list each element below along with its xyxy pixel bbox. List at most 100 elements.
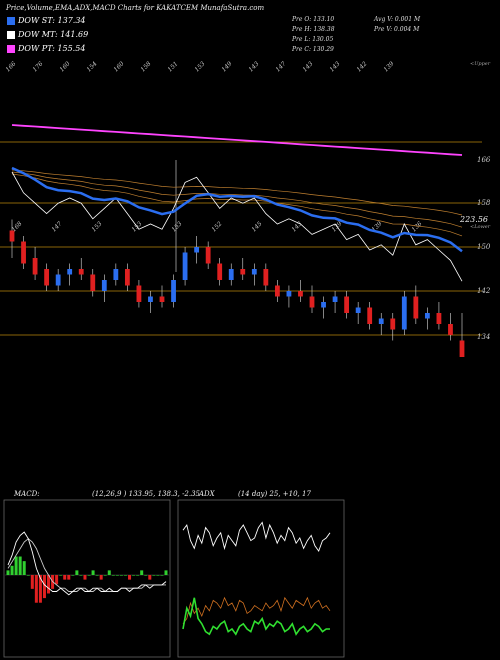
mid-number-label: 153 (170, 220, 183, 233)
top-number-label: 149 (220, 60, 233, 73)
candle-body (124, 269, 130, 286)
macd-histogram-bar (115, 575, 119, 576)
candle-body (355, 307, 361, 313)
candle-body (298, 291, 303, 297)
macd-histogram-bar (144, 575, 148, 576)
candle-body (101, 280, 107, 291)
quote-close: Pre C: 130.29 (292, 46, 334, 53)
macd-histogram-bar (103, 575, 107, 576)
axis-label-150: 150 (477, 243, 491, 251)
top-number-label: 151 (166, 60, 179, 73)
mid-number-label: 152 (210, 220, 223, 233)
top-number-label: 176 (31, 60, 44, 73)
macd-histogram-bar (128, 575, 132, 580)
macd-histogram-bar (107, 570, 111, 575)
candle-body (344, 296, 350, 313)
candle-body (378, 318, 384, 324)
price-close-line (11, 171, 463, 282)
legend-dow-st-swatch (7, 16, 15, 25)
candle-body (9, 230, 15, 242)
macd-histogram-bar (83, 575, 87, 580)
candle-body (286, 291, 292, 297)
macd-histogram-bar (156, 575, 160, 576)
macd-histogram-bar (123, 575, 127, 576)
candle-body (90, 274, 96, 291)
macd-histogram-bar (59, 575, 63, 576)
macd-histogram-bar (47, 575, 51, 594)
top-number-label: 153 (193, 60, 206, 73)
last-value-label: 223.56 (459, 215, 488, 224)
macd-histogram-bar (30, 575, 34, 589)
macd-histogram-bar (119, 575, 123, 576)
candle-body (436, 313, 442, 324)
macd-histogram-bar (95, 575, 99, 576)
candle-body (228, 269, 234, 280)
candle-body (217, 263, 223, 280)
macd-histogram-bar (148, 575, 152, 580)
macd-histogram-bar (38, 575, 42, 603)
macd-panel (3, 499, 171, 658)
top-number-label: 154 (85, 60, 98, 73)
legend-dow-pt-label: DOW PT: 155.54 (18, 44, 86, 53)
candle-body (32, 258, 38, 275)
upper-tag: <Upper (470, 61, 491, 67)
quote-high: Pre H: 138.38 (292, 26, 335, 33)
quote-low: Pre L: 130.05 (292, 36, 334, 43)
top-number-label: 158 (139, 60, 152, 73)
top-number-label: 143 (328, 60, 341, 73)
quote-prev-volume: Pre V: 0.004 M (374, 26, 420, 33)
macd-histogram-bar (63, 575, 67, 580)
macd-label: MACD: (13, 490, 40, 498)
candle-body (332, 296, 338, 302)
quote-avg-volume: Avg V: 0.001 M (374, 16, 421, 23)
macd-histogram-bar (71, 575, 75, 576)
macd-histogram-bar (164, 570, 168, 575)
candle-body (251, 269, 257, 275)
mid-number-label: 145 (250, 220, 263, 233)
top-number-label: 166 (4, 60, 17, 73)
macd-histogram-bar (99, 575, 103, 580)
top-number-label: 139 (382, 60, 395, 73)
macd-histogram-bar (18, 556, 22, 575)
candle-body (194, 247, 200, 253)
candle-body (44, 269, 50, 286)
axis-label-142: 142 (477, 287, 491, 295)
candle-body (367, 307, 373, 324)
candle-body (424, 313, 430, 319)
mid-number-label: 153 (90, 220, 103, 233)
dow-pt-line (11, 124, 463, 156)
legend-dow-mt-swatch (7, 30, 15, 39)
macd-histogram-bar (160, 575, 164, 576)
axis-label-158: 158 (477, 199, 491, 207)
macd-signal-line (7, 538, 166, 592)
macd-histogram-bar (111, 575, 115, 576)
candle-body (182, 252, 188, 280)
candle-body (171, 280, 176, 302)
macd-histogram-bar (136, 575, 140, 576)
axis-label-166: 166 (477, 156, 491, 164)
quote-open: Pre O: 133.10 (292, 16, 335, 23)
chart-title: Price,Volume,EMA,ADX,MACD Charts for KAK… (6, 4, 265, 12)
macd-params: (12,26,9 ) 133.95, 138.3, -2.35 (92, 490, 201, 498)
candle-body (21, 241, 26, 264)
macd-histogram-bar (75, 570, 79, 575)
legend-dow-mt-label: DOW MT: 141.69 (18, 30, 89, 39)
legend-dow-st-label: DOW ST: 137.34 (18, 16, 86, 25)
candle-body (263, 269, 269, 286)
plus-di-line (182, 597, 330, 636)
adx-line (182, 521, 331, 552)
adx-params: (14 day) 25, +10, 17 (238, 490, 311, 498)
legend-dow-pt-swatch (7, 44, 15, 53)
axis-label-134: 134 (477, 333, 490, 341)
candle-body (309, 296, 315, 308)
top-number-label: 143 (301, 60, 314, 73)
candle-body (240, 269, 246, 275)
candle-body (274, 285, 280, 297)
candle-body (390, 318, 396, 330)
candle-body (67, 269, 73, 275)
candle-body (148, 296, 153, 302)
candle-body (205, 247, 211, 264)
ema-orange-line (11, 171, 463, 228)
adx-label: ADX (198, 490, 216, 498)
